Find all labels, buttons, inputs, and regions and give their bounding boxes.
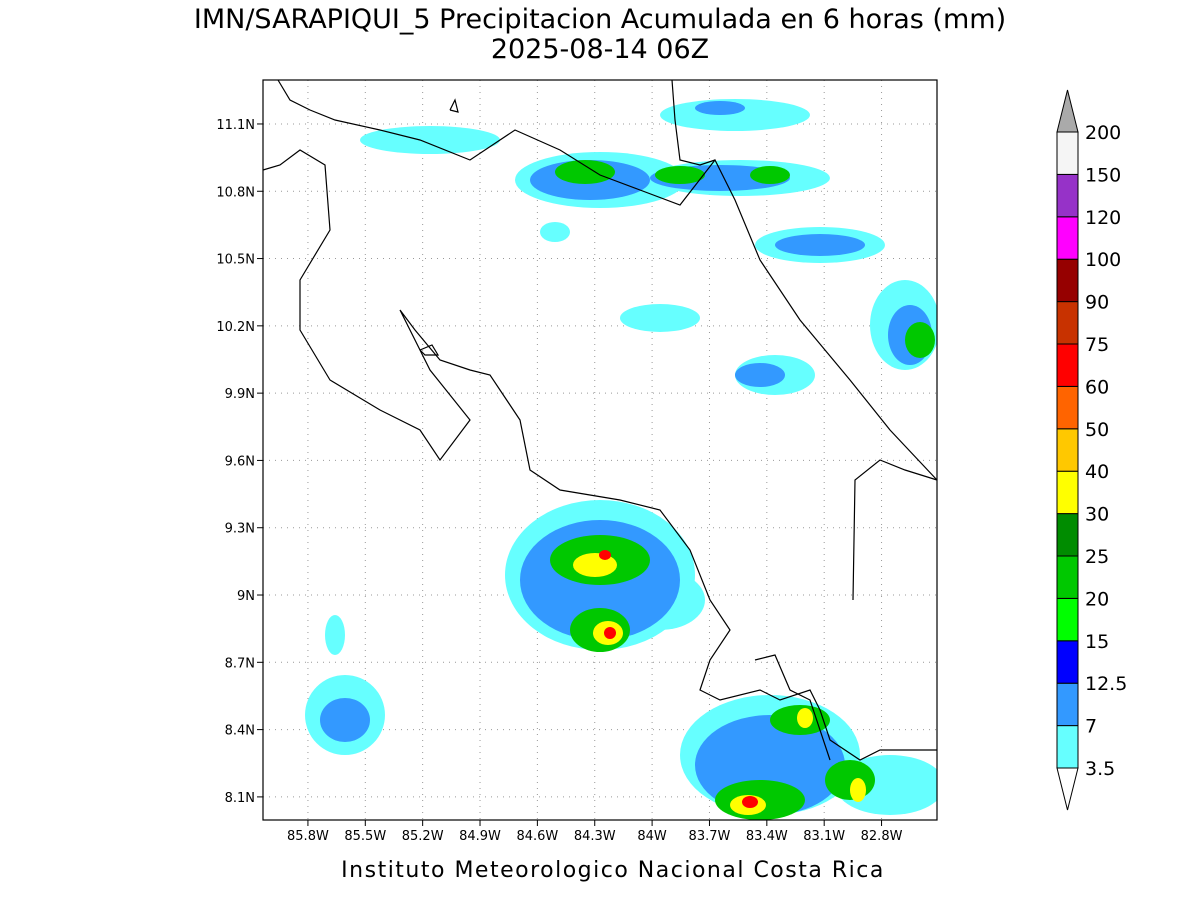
coastline [262,79,938,761]
lon-tick-label: 84W [637,829,667,844]
lat-tick-label: 9N [237,589,255,604]
colorbar-label: 100 [1085,249,1121,271]
colorbar-label: 40 [1085,461,1109,483]
colorbar-label: 60 [1085,376,1109,398]
colorbar-box [1056,428,1079,472]
colorbar-box [1056,301,1079,345]
lon-tick-label: 84.3W [574,829,616,844]
colorbar-label: 15 [1085,631,1109,653]
colorbar-label: 150 [1085,164,1121,186]
lat-tick-label: 10.2N [216,320,255,335]
colorbar-arrow-low [1056,767,1079,811]
colorbar-label: 20 [1085,588,1109,610]
subtitle: 2025-08-14 06Z [491,34,709,65]
colorbar-label: 30 [1085,504,1109,526]
lon-tick-label: 83.7W [689,829,731,844]
precipitation [305,99,937,820]
colorbar-box [1056,725,1079,769]
colorbar-box [1056,131,1079,175]
colorbar-label: 90 [1085,292,1109,314]
colorbar-label: 200 [1085,122,1121,144]
colorbar-box [1056,258,1079,303]
colorbar-box [1056,216,1079,260]
lat-tick-label: 8.1N [225,791,255,806]
footer: Instituto Meteorologico Nacional Costa R… [341,858,885,883]
lon-tick-label: 84.6W [516,829,558,844]
title: IMN/SARAPIQUI_5 Precipitacion Acumulada … [194,4,1006,35]
colorbar-label: 3.5 [1085,758,1115,780]
colorbar-box [1056,682,1079,727]
lon-tick-label: 83.4W [746,829,788,844]
lat-tick-label: 9.6N [225,454,255,469]
colorbar-label: 12.5 [1085,673,1127,695]
colorbar-label: 120 [1085,207,1121,229]
lat-tick-label: 9.3N [225,522,255,537]
lat-tick-label: 10.8N [216,185,255,200]
lat-tick-label: 11.1N [216,118,255,133]
colorbar-label: 25 [1085,546,1109,568]
colorbar-box [1056,597,1079,642]
colorbar: 3.5 7 12.5 15 20 25 30 40 50 60 75 90 100 120 150 200 [1056,89,1127,811]
lat-tick-label: 10.5N [216,253,255,268]
colorbar-label: 7 [1085,716,1097,738]
lon-tick-label: 85.5W [344,829,386,844]
axis-ticks: 85.8W 85.5W 85.2W 84.9W 84.6W 84.3W 84W 83.7W 83… [216,118,902,844]
lon-tick-label: 83.1W [803,829,845,844]
colorbar-box [1056,640,1079,684]
lon-tick-label: 82.8W [861,829,903,844]
colorbar-box [1056,513,1079,557]
colorbar-label: 50 [1085,419,1109,441]
colorbar-arrow-high [1056,89,1079,133]
lon-tick-label: 85.8W [287,829,329,844]
lon-tick-label: 85.2W [402,829,444,844]
colorbar-box [1056,343,1079,387]
lon-tick-label: 84.9W [459,829,501,844]
colorbar-box [1056,555,1079,599]
lat-tick-label: 8.4N [225,724,255,739]
colorbar-box [1056,470,1079,515]
map-frame [262,79,938,821]
colorbar-box [1056,385,1079,430]
lat-tick-label: 8.7N [225,656,255,671]
colorbar-label: 75 [1085,334,1109,356]
lat-tick-label: 9.9N [225,387,255,402]
colorbar-box [1056,173,1079,218]
